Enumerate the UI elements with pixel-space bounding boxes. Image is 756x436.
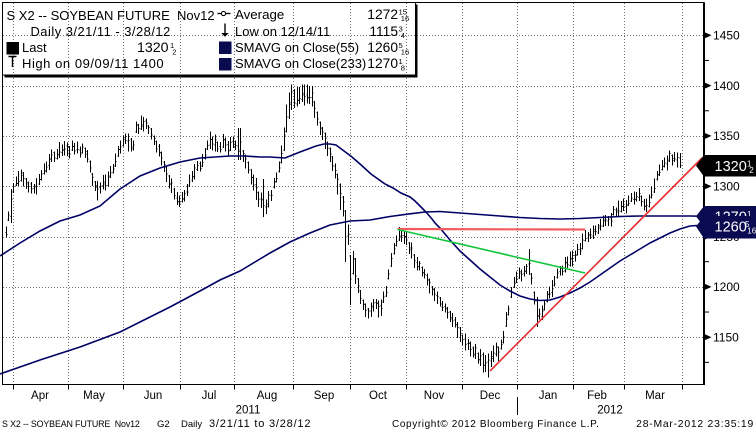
svg-text:1320: 1320 — [715, 159, 747, 175]
svg-text:Daily: Daily — [181, 419, 202, 430]
svg-text:Jun: Jun — [144, 390, 163, 402]
svg-text:1320: 1320 — [137, 40, 169, 56]
svg-text:2012: 2012 — [597, 405, 623, 417]
svg-text:Copyright© 2012 Bloomberg Fina: Copyright© 2012 Bloomberg Finance L.P. — [392, 419, 600, 430]
svg-text:Average: Average — [235, 7, 284, 22]
svg-text:Low on 12/14/11: Low on 12/14/11 — [235, 24, 330, 39]
svg-text:G2: G2 — [157, 419, 170, 430]
svg-text:1300: 1300 — [713, 179, 740, 193]
svg-text:Daily 3/21/11 - 3/28/12: Daily 3/21/11 - 3/28/12 — [31, 24, 171, 39]
svg-text:16: 16 — [401, 48, 409, 57]
svg-text:Oct: Oct — [369, 390, 388, 402]
svg-text:Aug: Aug — [257, 390, 277, 402]
svg-text:1115: 1115 — [369, 24, 398, 39]
svg-text:SMAVG on Close(233): SMAVG on Close(233) — [235, 56, 366, 71]
svg-text:1: 1 — [399, 57, 403, 66]
svg-text:1350: 1350 — [713, 129, 740, 143]
svg-text:8: 8 — [401, 64, 405, 73]
svg-text:4: 4 — [401, 31, 405, 40]
svg-text:1400: 1400 — [713, 79, 740, 93]
svg-text:1450: 1450 — [713, 29, 740, 43]
svg-text:Feb: Feb — [587, 390, 607, 402]
svg-text:15: 15 — [399, 8, 407, 17]
svg-text:1260: 1260 — [715, 220, 747, 236]
svg-text:Last: Last — [22, 40, 47, 55]
svg-text:1270: 1270 — [367, 56, 398, 71]
svg-text:2: 2 — [172, 48, 176, 57]
svg-text:1200: 1200 — [713, 280, 740, 294]
svg-text:16: 16 — [401, 14, 409, 23]
svg-text:SMAVG on Close(55): SMAVG on Close(55) — [235, 40, 359, 55]
svg-text:Mar: Mar — [645, 390, 665, 402]
svg-text:May: May — [83, 390, 105, 402]
svg-text:1: 1 — [747, 210, 752, 219]
svg-text:2: 2 — [749, 166, 754, 175]
svg-text:2011: 2011 — [236, 405, 261, 417]
svg-text:S X2 -- SOYBEAN FUTURE Nov12: S X2 -- SOYBEAN FUTURE Nov12 — [2, 419, 140, 429]
svg-text:High on 09/09/11 1400: High on 09/09/11 1400 — [22, 56, 164, 71]
svg-text:S X2 -- SOYBEAN FUTURE Nov12: S X2 -- SOYBEAN FUTURE Nov12 — [7, 8, 215, 23]
svg-text:5: 5 — [745, 220, 750, 229]
svg-text:3: 3 — [399, 25, 403, 34]
svg-text:16: 16 — [747, 227, 756, 236]
svg-text:1150: 1150 — [713, 330, 739, 344]
svg-text:Jul: Jul — [202, 390, 217, 402]
svg-text:Dec: Dec — [480, 390, 501, 402]
svg-text:28-Mar-2012 23:35:19: 28-Mar-2012 23:35:19 — [636, 419, 754, 430]
svg-text:3/21/11 to 3/28/12: 3/21/11 to 3/28/12 — [209, 418, 311, 430]
svg-text:1: 1 — [747, 160, 752, 169]
svg-text:Sep: Sep — [314, 390, 334, 402]
svg-text:1272: 1272 — [367, 7, 398, 22]
svg-text:5: 5 — [399, 41, 403, 50]
svg-text:1260: 1260 — [367, 40, 398, 55]
svg-text:Apr: Apr — [31, 390, 49, 402]
svg-text:1: 1 — [170, 41, 174, 50]
svg-text:Nov: Nov — [424, 390, 445, 402]
svg-text:Jan: Jan — [539, 390, 558, 402]
